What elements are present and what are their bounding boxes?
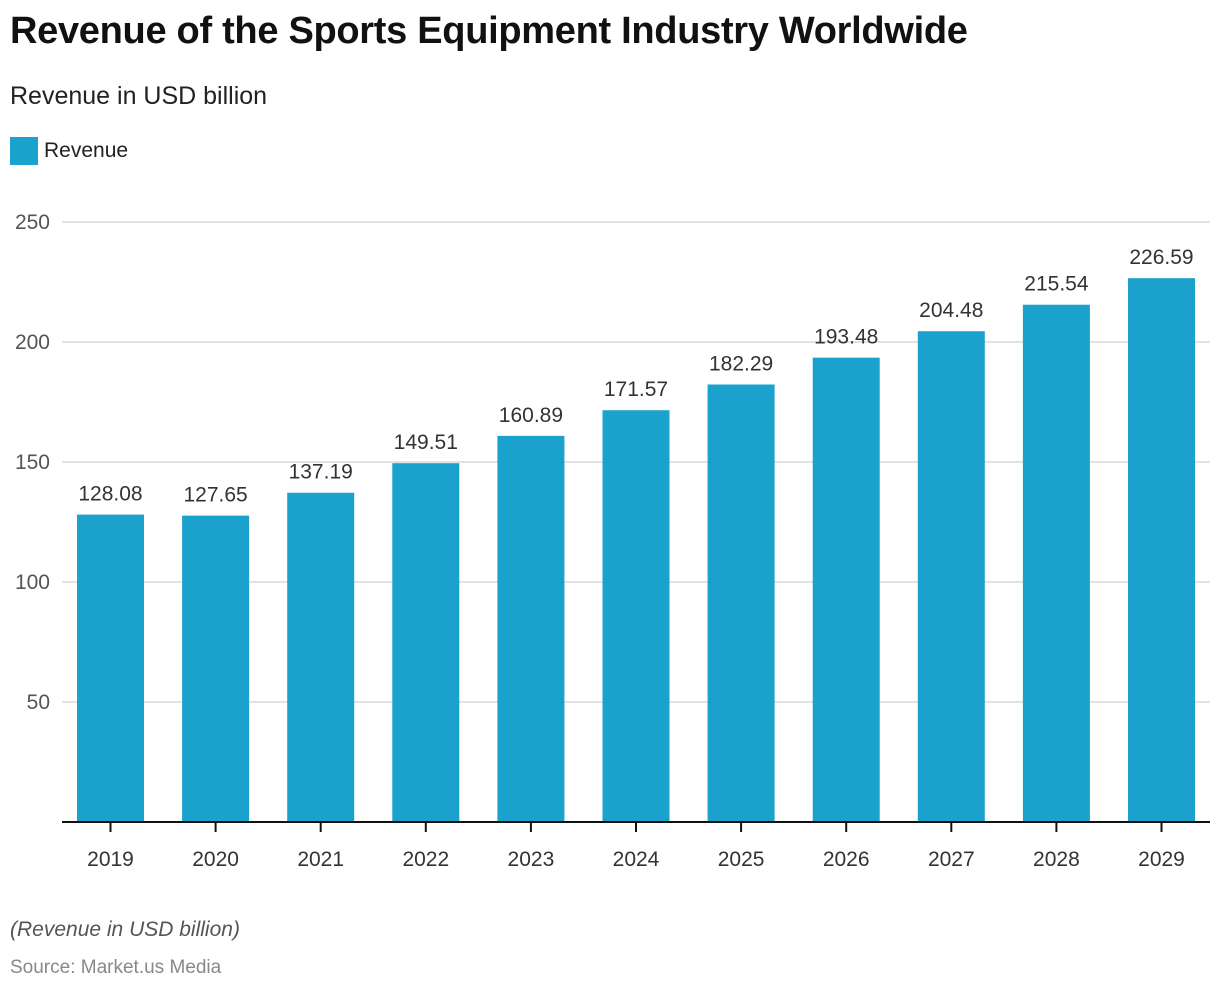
bar <box>1022 304 1090 823</box>
bar <box>1128 278 1195 823</box>
data-label: 182.29 <box>709 353 773 376</box>
bars <box>77 278 1195 823</box>
x-tick-label: 2023 <box>508 848 555 871</box>
x-tick-label: 2029 <box>1138 848 1185 871</box>
bar <box>812 357 880 822</box>
data-label: 160.89 <box>499 404 563 427</box>
x-tick-label: 2024 <box>613 848 660 871</box>
y-tick-label: 50 <box>27 691 50 714</box>
bar <box>77 514 144 822</box>
bar <box>287 492 355 822</box>
data-label: 127.65 <box>183 484 247 507</box>
chart-note: (Revenue in USD billion) <box>10 918 240 941</box>
x-tick-label: 2026 <box>823 848 870 871</box>
y-tick-label: 150 <box>15 451 50 474</box>
x-tick-label: 2019 <box>87 848 134 871</box>
bar <box>707 384 775 822</box>
y-axis-ticks: 50 100 150 200 250 <box>15 211 50 714</box>
chart-subtitle: Revenue in USD billion <box>10 82 268 110</box>
legend-label: Revenue <box>44 139 129 162</box>
x-tick-label: 2025 <box>718 848 765 871</box>
x-tick-label: 2022 <box>402 848 449 871</box>
data-label: 171.57 <box>604 378 668 401</box>
x-tick-label: 2020 <box>192 848 239 871</box>
y-tick-label: 250 <box>15 211 50 234</box>
x-tick-label: 2028 <box>1033 848 1080 871</box>
x-tick-label: 2027 <box>928 848 975 871</box>
bar <box>182 515 250 822</box>
data-label: 128.08 <box>78 483 142 506</box>
y-tick-label: 200 <box>15 331 50 354</box>
data-label: 215.54 <box>1024 273 1089 296</box>
source-credit: Source: Market.us Media <box>10 957 222 978</box>
bar <box>602 410 670 822</box>
bar <box>392 463 460 822</box>
data-label: 193.48 <box>814 326 878 349</box>
x-tick-label: 2021 <box>297 848 344 871</box>
bar <box>497 435 565 822</box>
data-label: 149.51 <box>394 431 458 454</box>
y-tick-label: 100 <box>15 571 50 594</box>
chart-title: Revenue of the Sports Equipment Industry… <box>10 10 968 52</box>
data-label: 204.48 <box>919 299 983 322</box>
x-axis: 2019 2020 2021 2022 2023 2024 2025 2026 2027 2028… <box>62 821 1210 871</box>
bar <box>917 331 985 822</box>
legend: Revenue <box>10 137 128 165</box>
data-label: 226.59 <box>1129 246 1193 269</box>
data-labels: 128.08 127.65 137.19 149.51 160.89 171.57 182.… <box>78 246 1193 506</box>
legend-swatch <box>10 137 38 165</box>
data-label: 137.19 <box>289 461 353 484</box>
